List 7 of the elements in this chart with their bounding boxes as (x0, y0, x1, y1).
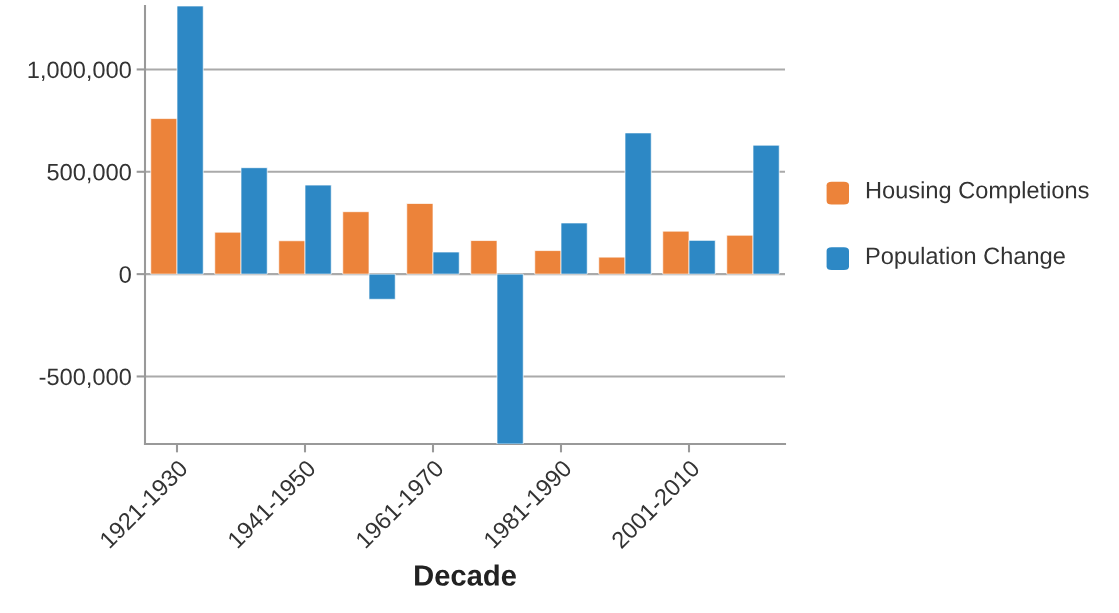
legend-label: Housing Completions (866, 181, 1089, 204)
y-tick-label: 0 (119, 266, 131, 283)
y-tick-label: 1,000,000 (28, 61, 131, 82)
y-tick-label: -500,000 (39, 368, 131, 389)
x-axis-title: Decade (415, 564, 516, 586)
y-tick-label: 500,000 (47, 163, 131, 184)
legend-label: Population Change (866, 246, 1065, 269)
